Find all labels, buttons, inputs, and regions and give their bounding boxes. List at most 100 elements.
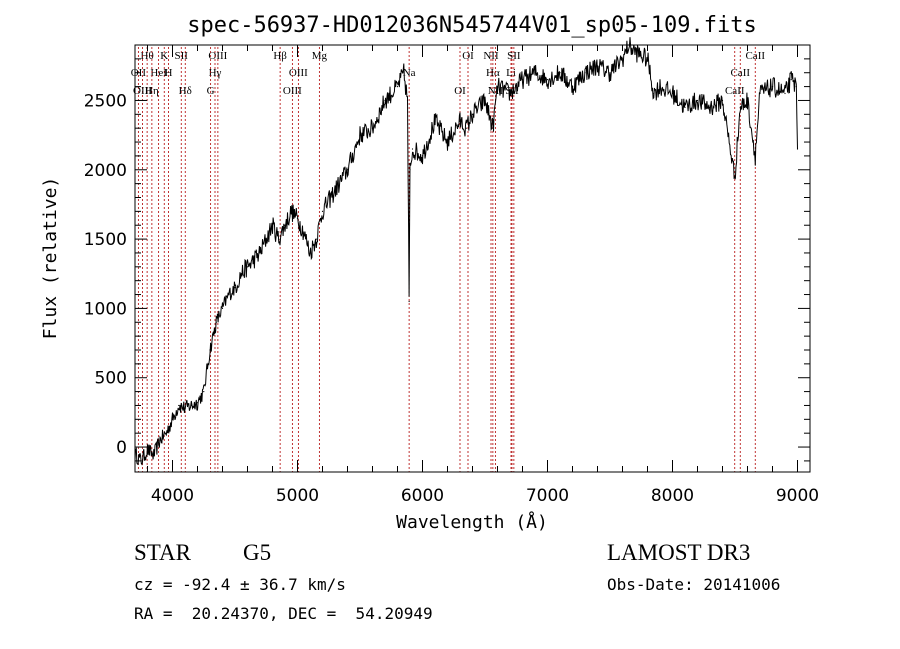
flux-point bbox=[165, 432, 167, 434]
spectral-line-label: OIII bbox=[289, 67, 308, 79]
flux-point bbox=[434, 120, 436, 122]
spectral-line-label: K bbox=[160, 50, 168, 62]
flux-point bbox=[684, 106, 686, 108]
spectral-line-label: CaII bbox=[725, 85, 745, 97]
redshift-cz: cz = -92.4 ± 36.7 km/s bbox=[134, 575, 346, 594]
flux-point bbox=[509, 92, 511, 95]
flux-point bbox=[771, 85, 774, 88]
x-axis-label: Wavelength (Å) bbox=[396, 511, 548, 533]
flux-point bbox=[246, 266, 249, 268]
x-tick-label: 4000 bbox=[151, 486, 194, 506]
plot-frame bbox=[134, 44, 811, 473]
flux-point bbox=[546, 79, 549, 81]
flux-point bbox=[228, 293, 230, 296]
flux-point bbox=[571, 85, 574, 88]
flux-point bbox=[596, 65, 599, 67]
flux-point bbox=[178, 404, 180, 407]
flux-point bbox=[409, 169, 411, 171]
flux-point bbox=[721, 99, 724, 102]
y-tick-label: 1000 bbox=[84, 299, 127, 319]
chart-title: spec-56937-HD012036N545744V01_sp05-109.f… bbox=[187, 13, 757, 38]
spectral-line-label: Hθ bbox=[141, 50, 154, 62]
y-tick-label: 2000 bbox=[84, 161, 127, 181]
flux-point bbox=[265, 238, 267, 240]
flux-point bbox=[315, 238, 317, 240]
y-tick-label: 500 bbox=[95, 369, 127, 389]
flux-point bbox=[271, 224, 274, 226]
y-tick-label: 1500 bbox=[84, 230, 127, 250]
flux-point bbox=[796, 148, 799, 150]
flux-point bbox=[609, 72, 611, 74]
flux-point bbox=[446, 141, 449, 143]
spectral-line-label: OI bbox=[454, 85, 466, 97]
flux-point bbox=[471, 113, 474, 115]
x-tick-label: 5000 bbox=[276, 486, 319, 506]
x-tick-label: 7000 bbox=[526, 486, 569, 506]
flux-point bbox=[521, 79, 524, 81]
flux-point bbox=[734, 176, 736, 178]
flux-point bbox=[746, 99, 749, 102]
flux-point bbox=[240, 273, 242, 275]
flux-point bbox=[696, 99, 699, 102]
object-subclass: G5 bbox=[243, 540, 272, 565]
flux-line bbox=[134, 37, 798, 466]
y-tick-label: 2500 bbox=[84, 91, 127, 111]
flux-point bbox=[534, 72, 536, 74]
flux-point bbox=[321, 210, 324, 212]
object-class: STAR bbox=[134, 540, 191, 565]
y-axis-label: Flux (relative) bbox=[40, 177, 61, 340]
flux-point bbox=[754, 155, 756, 157]
flux-point bbox=[196, 402, 199, 404]
spectral-line-label: Hδ bbox=[179, 85, 192, 97]
flux-point bbox=[459, 120, 461, 122]
spectral-line-label: CaII bbox=[745, 50, 765, 62]
spectral-line-label: OI bbox=[462, 50, 474, 62]
flux-point bbox=[215, 321, 217, 323]
flux-point bbox=[492, 127, 494, 129]
flux-point bbox=[784, 92, 786, 95]
spectral-line-markers: HθOIIOIIIKHeIHηSIIHHδOIIIHγGHβOIIIOIIIMg… bbox=[131, 47, 765, 472]
flux-point bbox=[421, 155, 424, 157]
flux-point bbox=[584, 72, 586, 74]
axes: 4000 5000 6000 7000 8000 9000 0 500 1000 1500 2000… bbox=[84, 45, 819, 506]
x-tick-label: 8000 bbox=[651, 486, 694, 506]
flux-point bbox=[646, 58, 649, 60]
flux-point bbox=[209, 349, 211, 351]
flux-point bbox=[384, 99, 386, 102]
spectral-line-label: OIII bbox=[133, 85, 152, 97]
spectral-line-label: G bbox=[207, 85, 215, 97]
flux-point bbox=[634, 51, 636, 53]
spectral-line-label: Hη bbox=[145, 85, 159, 97]
flux-point bbox=[153, 454, 155, 456]
flux-series bbox=[134, 37, 799, 466]
spectral-line-label: CaII bbox=[730, 67, 750, 79]
spectral-line-label: Li bbox=[506, 67, 516, 79]
spectral-line-label: OIII bbox=[283, 85, 302, 97]
flux-point bbox=[790, 79, 792, 81]
flux-point bbox=[334, 189, 336, 192]
flux-point bbox=[303, 231, 305, 233]
flux-point bbox=[739, 106, 741, 108]
flux-point bbox=[253, 259, 255, 261]
flux-point bbox=[408, 300, 410, 303]
spectral-line-label: NII bbox=[483, 50, 499, 62]
x-tick-label: 9000 bbox=[776, 486, 819, 506]
flux-point bbox=[671, 92, 674, 95]
flux-point bbox=[659, 85, 661, 88]
spectral-line-label: Mg bbox=[312, 50, 328, 62]
flux-point bbox=[496, 85, 499, 88]
flux-point bbox=[371, 127, 374, 129]
flux-point bbox=[171, 418, 174, 420]
flux-point bbox=[159, 439, 161, 441]
flux-point bbox=[203, 390, 205, 393]
flux-point bbox=[290, 210, 292, 212]
flux-point bbox=[259, 252, 261, 254]
spectral-line-label: SII bbox=[175, 50, 189, 62]
flux-point bbox=[621, 58, 624, 60]
x-tick-label: 6000 bbox=[401, 486, 444, 506]
flux-point bbox=[709, 106, 711, 108]
flux-point bbox=[653, 92, 655, 95]
spectral-line-label: OIII bbox=[208, 50, 227, 62]
flux-point bbox=[411, 148, 414, 150]
